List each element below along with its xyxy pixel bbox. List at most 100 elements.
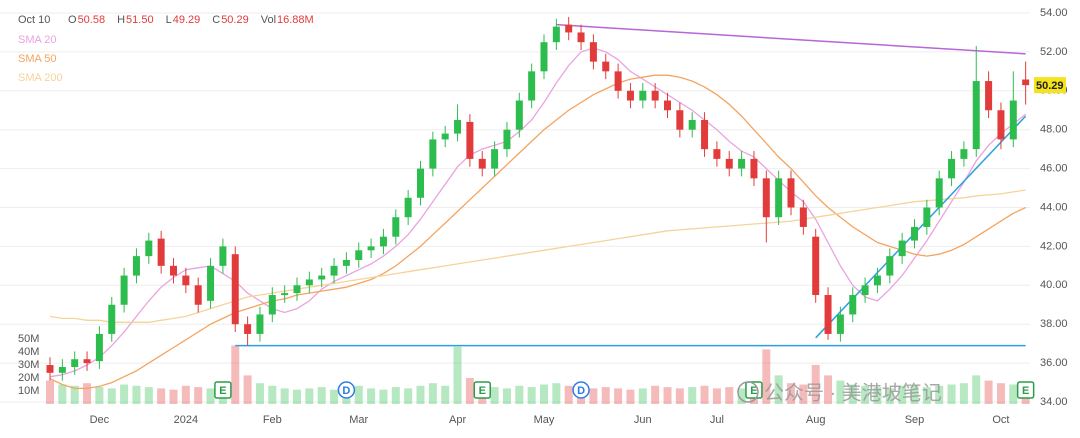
candle-body <box>454 119 462 134</box>
candle-body <box>688 119 696 130</box>
volume-bar <box>663 387 672 404</box>
candle-body <box>355 250 363 261</box>
volume-bar <box>490 387 499 404</box>
volume-bar <box>725 387 734 404</box>
candle-body <box>799 207 807 227</box>
candle-body <box>738 158 746 169</box>
volume-bar <box>564 385 573 404</box>
candle-body <box>318 275 326 280</box>
volume-bar <box>132 385 141 404</box>
volume-bar <box>181 385 190 404</box>
candle-body <box>1009 100 1017 140</box>
volume-bar <box>231 345 240 404</box>
event-label: E <box>750 385 757 397</box>
volume-tick-label: 10M <box>18 385 39 397</box>
volume-bar <box>737 388 746 404</box>
watermark: 公众号 · 美港坡笔记 <box>764 381 942 404</box>
event-marker <box>1016 381 1035 399</box>
volume-bar <box>95 387 104 404</box>
volume-bar <box>144 387 153 404</box>
candle-body <box>812 236 820 296</box>
x-tick-label: Dec <box>90 414 110 426</box>
volume-bar <box>391 387 400 404</box>
candle-body <box>429 139 437 169</box>
volume-bar <box>58 384 67 404</box>
candle-body <box>997 110 1005 140</box>
event-label: E <box>219 385 226 397</box>
event-marker <box>473 381 491 399</box>
candle-body <box>305 279 313 286</box>
candle-body <box>145 240 153 257</box>
event-label: E <box>1022 385 1029 397</box>
x-tick-label: Feb <box>263 414 282 426</box>
event-marker <box>572 381 590 399</box>
candle-body <box>565 24 573 33</box>
candle-body <box>836 314 844 334</box>
x-tick-label: Apr <box>449 414 466 426</box>
volume-bar <box>83 383 92 404</box>
volume-bar <box>243 375 252 404</box>
candle-body <box>194 285 202 305</box>
event-marker <box>337 381 356 399</box>
candle-body <box>157 238 165 266</box>
candle-body <box>417 168 424 198</box>
volume-bar <box>280 388 289 404</box>
legend-entry: SMA 200 <box>18 72 63 84</box>
candle-body <box>478 158 486 169</box>
volume-tick-label: 20M <box>18 372 39 384</box>
candle-body <box>651 90 659 101</box>
candle-body <box>132 256 140 276</box>
candle-body <box>614 71 622 91</box>
candle-body <box>441 133 449 140</box>
y-tick-label: 46.00 <box>1040 163 1068 175</box>
volume-bar <box>996 383 1005 404</box>
candle-body <box>552 26 560 43</box>
volume-bar <box>330 389 339 404</box>
candle-body <box>824 295 832 334</box>
volume-bar <box>354 385 363 404</box>
volume-bar <box>984 380 993 404</box>
candle-body <box>676 110 684 130</box>
candle-body <box>602 61 610 72</box>
candle-body <box>948 158 956 179</box>
volume-bar <box>811 365 820 404</box>
volume-bar <box>305 388 314 404</box>
candle-body <box>281 293 289 296</box>
x-tick-label: Aug <box>806 414 826 426</box>
candle-body <box>244 324 252 334</box>
candle-body <box>367 246 375 251</box>
volume-bar <box>910 384 919 404</box>
candle-body <box>972 81 980 150</box>
volume-bar <box>1009 384 1018 404</box>
y-tick-label: 40.00 <box>1040 279 1068 291</box>
volume-bar <box>638 388 647 404</box>
trendline <box>556 23 1026 55</box>
candle-body <box>170 265 177 276</box>
volume-bar <box>194 387 203 404</box>
candle-body <box>95 333 103 362</box>
candle-body <box>886 256 894 276</box>
candle-body <box>404 197 412 218</box>
sma-line <box>49 47 1027 378</box>
candle-body <box>392 217 400 237</box>
volume-bar <box>898 385 907 404</box>
volume-bar <box>465 378 474 404</box>
candle-body <box>1022 79 1030 86</box>
candle-body <box>46 365 54 373</box>
volume-bar <box>157 388 166 404</box>
header-label: Vol <box>261 14 276 26</box>
header-label: O <box>68 14 77 26</box>
y-tick-label: 36.00 <box>1040 357 1068 369</box>
volume-bar <box>527 387 536 404</box>
y-tick-label: 42.00 <box>1040 240 1068 252</box>
header-value: 16.88M <box>277 14 314 26</box>
candle-body <box>231 254 239 325</box>
y-tick-label: 38.00 <box>1040 318 1068 330</box>
y-tick-label: 52.00 <box>1040 46 1068 58</box>
x-tick-label: Sep <box>905 414 925 426</box>
candle-body <box>713 149 721 159</box>
volume-tick-label: 40M <box>18 346 39 358</box>
volume-bar <box>614 388 623 404</box>
x-tick-label: Mar <box>349 414 368 426</box>
candle-body <box>960 149 968 159</box>
